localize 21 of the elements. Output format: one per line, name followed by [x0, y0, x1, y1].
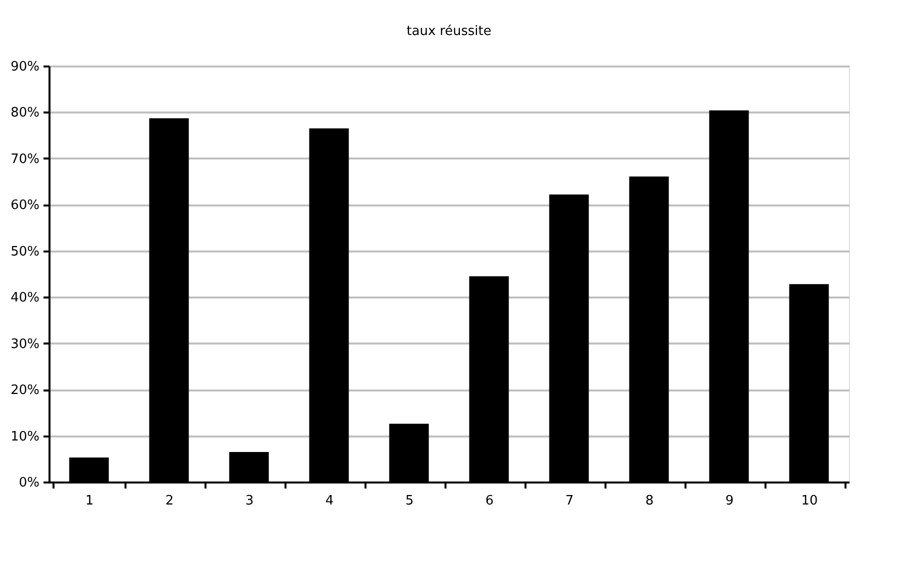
x-tick-label: 5	[405, 494, 414, 508]
y-tick-label: 50%	[10, 244, 40, 260]
y-tick-label: 70%	[10, 152, 40, 167]
y-tick-label: 10%	[10, 429, 40, 444]
x-tick-label: 8	[645, 494, 654, 508]
y-tick-label: 20%	[10, 383, 40, 398]
y-tick-label: 90%	[10, 60, 40, 74]
x-tick-label: 10	[801, 494, 818, 508]
y-tick-label: 60%	[10, 198, 40, 214]
x-tick-label: 6	[485, 494, 494, 508]
x-tick-label: 3	[245, 494, 254, 508]
x-tick-label: 2	[165, 494, 174, 508]
y-tick-label: 0%	[18, 476, 40, 490]
x-tick-label: 7	[565, 494, 574, 508]
y-tick-label: 30%	[10, 336, 40, 352]
x-tick-label: 1	[85, 494, 94, 508]
y-tick-label: 80%	[10, 106, 40, 121]
y-tick-label: 40%	[10, 290, 40, 306]
chart-title: taux réussite	[406, 24, 492, 39]
x-tick-label: 4	[325, 494, 334, 508]
x-tick-label: 9	[725, 494, 734, 508]
